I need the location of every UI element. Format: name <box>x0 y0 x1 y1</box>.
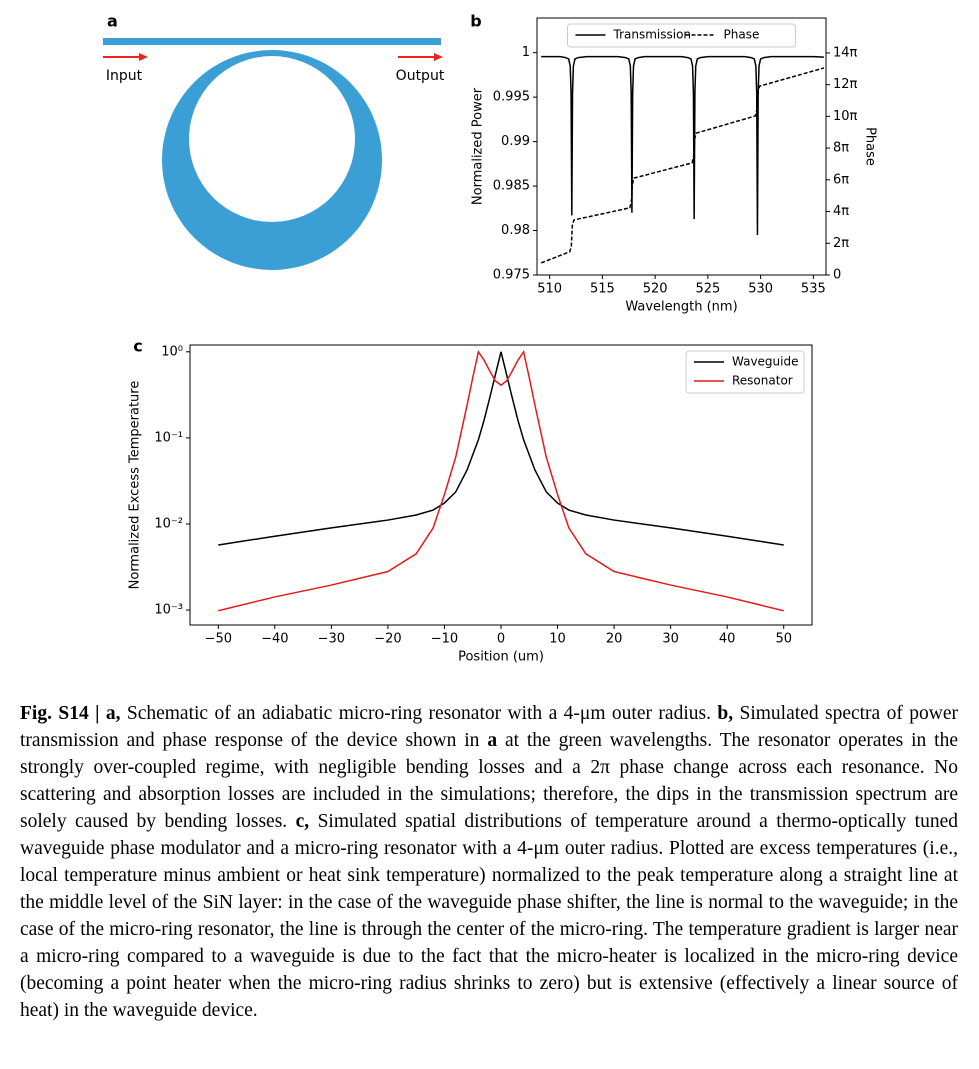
y2-tick-label: 2π <box>833 236 849 251</box>
legend-label: Resonator <box>732 374 793 388</box>
y-tick-label: 10⁻² <box>154 516 183 531</box>
arrows <box>103 53 443 61</box>
legend-label: Waveguide <box>732 355 799 369</box>
x-tick-label: 515 <box>590 282 615 297</box>
x-tick-label: 530 <box>748 282 773 297</box>
arrow-head <box>434 53 443 61</box>
caption-bold: a <box>487 730 498 751</box>
x-tick-label: 20 <box>606 632 623 647</box>
y-axis-label: Normalized Power <box>471 87 486 205</box>
x-tick-label: 520 <box>643 282 668 297</box>
x-tick-label: 10 <box>549 632 566 647</box>
y-tick-label: 10⁰ <box>161 344 183 359</box>
x-axis-label: Wavelength (nm) <box>625 300 737 315</box>
x-tick-label: 40 <box>719 632 736 647</box>
legend-box <box>567 23 796 48</box>
x-tick-label: −10 <box>431 632 458 647</box>
line-series <box>218 351 784 546</box>
panel-label: a <box>107 12 118 31</box>
legend-label: Transmission <box>613 28 692 42</box>
y-tick-label: 0.975 <box>493 268 530 283</box>
x-tick-label: −50 <box>205 632 232 647</box>
caption-text: Schematic of an adiabatic micro-ring res… <box>120 703 718 724</box>
output-label: Output <box>396 68 445 84</box>
figure: a Input Output b 510 515 520 525 530 535 0.975 0… <box>103 12 878 665</box>
caption-text: Simulated spatial distributions of tempe… <box>20 811 958 1021</box>
line-series <box>218 349 784 612</box>
y-tick-label: 1 <box>522 45 530 60</box>
ring-inner <box>189 56 355 222</box>
y2-tick-label: 6π <box>833 172 849 187</box>
caption-text: at the green wavelengths. The resonator … <box>20 730 958 832</box>
legend-label: Phase <box>724 28 760 42</box>
axes-frame <box>536 17 827 276</box>
axes-frame <box>189 344 813 626</box>
arrow-head <box>139 53 148 61</box>
x-tick-label: 535 <box>801 282 826 297</box>
caption: Fig. S14 | a, Schematic of an adiabatic … <box>20 700 958 1024</box>
x-tick-label: −30 <box>318 632 345 647</box>
y2-tick-label: 12π <box>833 77 858 92</box>
x-tick-label: 525 <box>695 282 720 297</box>
caption-bold: c, <box>295 811 310 832</box>
panel-label: b <box>470 12 481 31</box>
line-series <box>541 55 824 235</box>
y-tick-label: 0.98 <box>501 223 530 238</box>
y2-tick-label: 14π <box>833 45 858 60</box>
y-axis-label: Normalized Excess Temperature <box>128 381 143 590</box>
input-label: Input <box>106 68 143 84</box>
line-series <box>540 67 825 264</box>
x-tick-label: 30 <box>662 632 679 647</box>
y2-tick-label: 10π <box>833 109 858 124</box>
x-tick-label: 510 <box>537 282 562 297</box>
x-tick-label: 50 <box>775 632 792 647</box>
caption-bold: Fig. S14 | a, <box>20 703 121 724</box>
y-tick-label: 10⁻³ <box>154 603 183 618</box>
y2-tick-label: 8π <box>833 141 849 156</box>
x-tick-label: −40 <box>261 632 288 647</box>
x-tick-label: −20 <box>374 632 401 647</box>
bus-waveguide <box>103 38 441 45</box>
panel-label: c <box>133 337 142 356</box>
y-tick-label: 0.985 <box>493 179 530 194</box>
x-tick-label: 0 <box>497 632 505 647</box>
caption-text: Simulated spectra of power transmission … <box>20 703 959 751</box>
y-tick-label: 0.995 <box>493 90 530 105</box>
y2-axis-label: Phase <box>863 127 878 166</box>
y2-tick-label: 4π <box>833 204 849 219</box>
caption-bold: b, <box>717 703 734 724</box>
y2-tick-label: 0 <box>833 268 841 283</box>
x-axis-label: Position (um) <box>458 650 544 665</box>
y-tick-label: 10⁻¹ <box>154 430 183 445</box>
y-tick-label: 0.99 <box>501 134 530 149</box>
